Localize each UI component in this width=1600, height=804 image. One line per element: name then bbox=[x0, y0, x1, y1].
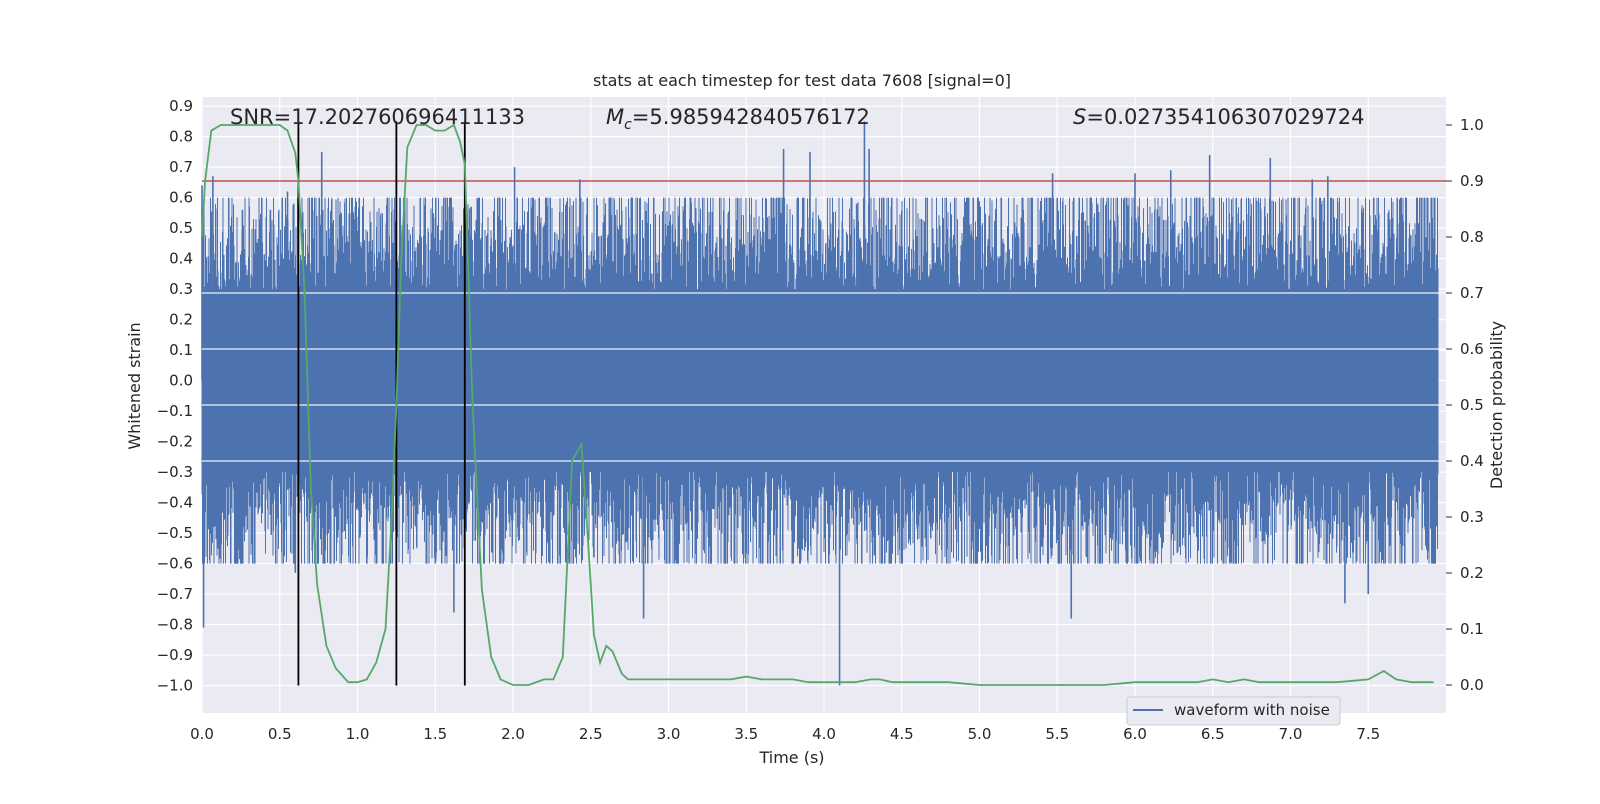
snr-annotation: SNR=17.202760696411133 bbox=[230, 105, 525, 129]
y-tick-label-left: −0.3 bbox=[157, 463, 193, 481]
y-tick-label-left: −0.9 bbox=[157, 646, 193, 664]
x-tick-label: 4.5 bbox=[890, 725, 914, 743]
chirp-mass-subscript: c bbox=[624, 117, 632, 133]
y-tick-label-left: 0.9 bbox=[169, 97, 193, 115]
y-tick-label-left: 0.3 bbox=[169, 280, 193, 298]
y-tick-label-left: 0.2 bbox=[169, 311, 193, 329]
x-tick-label: 0.5 bbox=[268, 725, 292, 743]
y-tick-label-right: 0.5 bbox=[1460, 396, 1484, 414]
waveform-series bbox=[201, 121, 1446, 686]
x-tick-label: 5.0 bbox=[968, 725, 992, 743]
x-tick-label: 4.0 bbox=[812, 725, 836, 743]
y-tick-label-right: 0.0 bbox=[1460, 676, 1484, 694]
x-tick-label: 0.0 bbox=[190, 725, 214, 743]
y-tick-label-left: −1.0 bbox=[157, 677, 193, 695]
chirp-mass-value: =5.985942840576172 bbox=[632, 105, 870, 129]
x-tick-label: 2.5 bbox=[579, 725, 603, 743]
x-tick-label: 5.5 bbox=[1045, 725, 1069, 743]
y-tick-label-right: 0.2 bbox=[1460, 564, 1484, 582]
y-tick-label-right: 0.1 bbox=[1460, 620, 1484, 638]
y-tick-label-right: 0.6 bbox=[1460, 340, 1484, 358]
y-tick-label-left: −0.5 bbox=[157, 524, 193, 542]
legend-box bbox=[1126, 696, 1341, 726]
y-axis-label-left: Whitened strain bbox=[125, 322, 144, 449]
y-tick-label-left: 0.7 bbox=[169, 158, 193, 176]
y-tick-label-right: 0.7 bbox=[1460, 284, 1484, 302]
s-annotation: S=0.027354106307029724 bbox=[1073, 105, 1364, 129]
detection-probability-series bbox=[201, 123, 1434, 686]
y-tick-label-left: −0.1 bbox=[157, 402, 193, 420]
x-tick-label: 1.5 bbox=[423, 725, 447, 743]
detection-probability-line bbox=[201, 123, 1434, 686]
y-tick-label-left: −0.8 bbox=[157, 616, 193, 634]
x-tick-label: 3.5 bbox=[734, 725, 758, 743]
y-tick-label-right: 1.0 bbox=[1460, 116, 1484, 134]
legend-label-waveform: waveform with noise bbox=[1174, 701, 1330, 719]
y-tick-label-left: 0.6 bbox=[169, 189, 193, 207]
y-tick-label-left: −0.2 bbox=[157, 433, 193, 451]
chart-title: stats at each timestep for test data 760… bbox=[593, 71, 1011, 90]
y-tick-label-right: 0.4 bbox=[1460, 452, 1484, 470]
s-value: =0.027354106307029724 bbox=[1086, 105, 1364, 129]
y-tick-label-left: 0.1 bbox=[169, 341, 193, 359]
y-tick-label-left: 0.4 bbox=[169, 250, 193, 268]
x-tick-label: 6.0 bbox=[1123, 725, 1147, 743]
axis-tick-labels: 0.0 0.5 1.0 1.5 2.0 2.5 3.0 3.5 4.0 4.5 5.0 5.5 6.0 6… bbox=[157, 97, 1484, 743]
waveform-core-band bbox=[202, 289, 1439, 473]
y-axis-label-right: Detection probability bbox=[1487, 321, 1506, 489]
chirp-mass-symbol: M bbox=[606, 105, 624, 129]
y-tick-label-left: −0.7 bbox=[157, 585, 193, 603]
x-tick-label: 3.0 bbox=[657, 725, 681, 743]
s-symbol: S bbox=[1073, 105, 1086, 129]
legend: waveform with noise bbox=[1126, 696, 1341, 726]
y-tick-label-right: 0.3 bbox=[1460, 508, 1484, 526]
x-tick-label: 7.5 bbox=[1356, 725, 1380, 743]
x-axis-label: Time (s) bbox=[758, 748, 824, 767]
y-tick-label-left: −0.4 bbox=[157, 494, 193, 512]
y-tick-label-right: 0.8 bbox=[1460, 228, 1484, 246]
x-tick-label: 7.0 bbox=[1279, 725, 1303, 743]
x-tick-label: 1.0 bbox=[346, 725, 370, 743]
y-tick-label-left: 0.0 bbox=[169, 372, 193, 390]
y-tick-label-right: 0.9 bbox=[1460, 172, 1484, 190]
x-tick-label: 2.0 bbox=[501, 725, 525, 743]
y-tick-label-left: 0.5 bbox=[169, 219, 193, 237]
x-tick-label: 6.5 bbox=[1201, 725, 1225, 743]
chirp-mass-annotation: Mc=5.985942840576172 bbox=[606, 105, 870, 133]
y-tick-label-left: 0.8 bbox=[169, 128, 193, 146]
y-tick-label-left: −0.6 bbox=[157, 555, 193, 573]
